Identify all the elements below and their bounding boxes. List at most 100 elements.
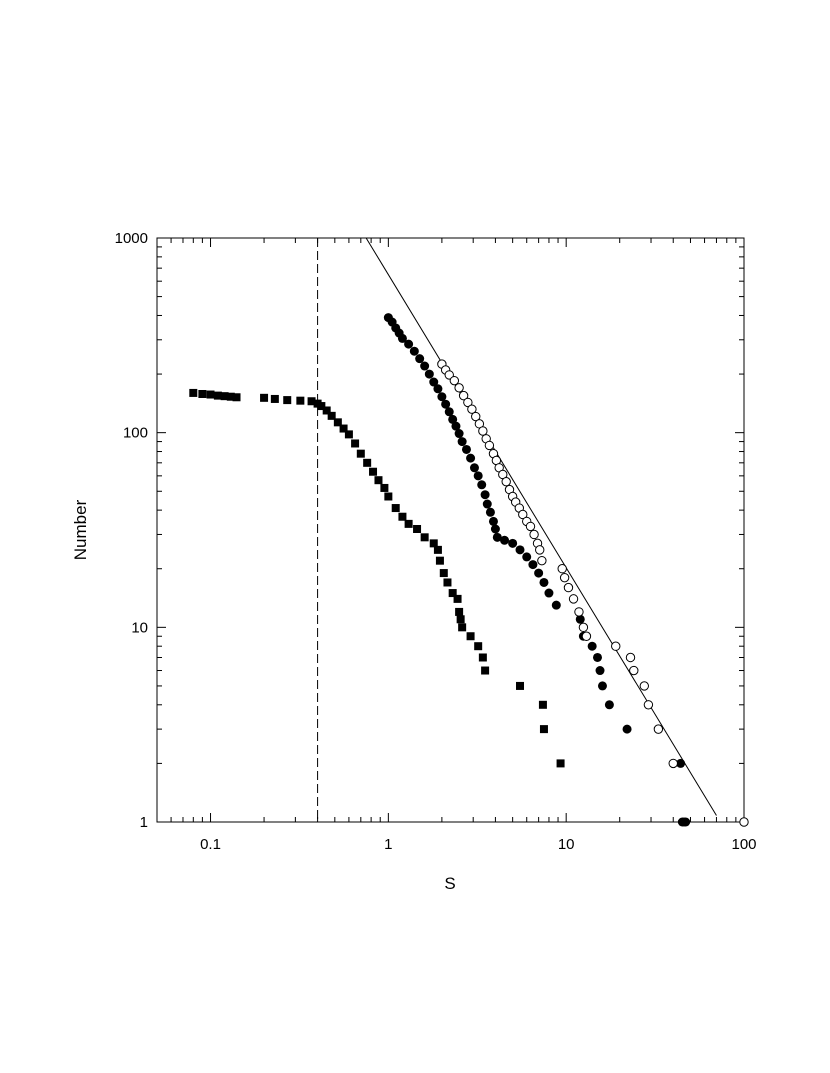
filled-circle-point — [404, 339, 414, 349]
square-point — [478, 653, 487, 662]
square-point — [344, 430, 353, 439]
filled-circle-point — [676, 758, 686, 768]
open-circle-point — [501, 476, 511, 487]
filled-circle-point — [592, 652, 602, 662]
data-marks — [189, 313, 749, 827]
filled-circle-point — [473, 471, 483, 481]
filled-circle-point — [469, 463, 479, 473]
filled-circle-point — [415, 354, 425, 364]
square-point — [384, 492, 393, 501]
square-point — [458, 623, 467, 632]
filled-circle-point — [681, 817, 691, 827]
open-circle-point — [471, 411, 481, 422]
square-point — [198, 389, 207, 398]
open-circle-point — [454, 383, 464, 393]
square-point — [374, 476, 383, 485]
square-point — [283, 396, 292, 405]
filled-circle-point — [595, 666, 605, 676]
filled-circle-point — [444, 407, 454, 417]
filled-circle-point — [433, 384, 443, 394]
open-circle-point — [563, 582, 574, 593]
y-tick-label: 1000 — [115, 230, 148, 247]
square-point — [435, 556, 444, 565]
filled-circle-point — [397, 333, 407, 343]
square-point — [453, 594, 462, 603]
open-circle-point — [449, 375, 460, 386]
open-circle-point — [625, 652, 636, 663]
filled-circle-point — [457, 437, 467, 447]
square-point — [420, 533, 429, 542]
square-point — [556, 759, 565, 768]
filled-circle-point — [480, 490, 490, 500]
open-circle-point — [639, 681, 650, 691]
open-circle-point — [629, 665, 639, 676]
square-point — [333, 418, 342, 427]
filled-circle-point — [477, 480, 487, 490]
filled-circle-point — [551, 600, 561, 610]
open-circle-point — [463, 397, 473, 408]
filled-circle-point — [490, 524, 500, 534]
filled-circle-point — [528, 560, 538, 570]
open-circle-point — [578, 622, 589, 633]
open-circle-point — [478, 426, 488, 436]
square-point — [433, 545, 442, 554]
square-point — [474, 642, 483, 651]
open-circle-point — [568, 594, 579, 604]
square-point — [270, 394, 279, 403]
square-point — [363, 458, 372, 467]
open-circle-point — [535, 545, 545, 555]
square-point — [220, 392, 229, 401]
filled-circle-point — [466, 453, 476, 463]
open-circle-point — [559, 572, 570, 583]
square-point — [260, 393, 269, 402]
square-point — [516, 681, 525, 690]
filled-circle-point — [492, 532, 502, 542]
y-tick-label: 100 — [123, 425, 148, 442]
square-point — [317, 402, 326, 411]
square-point — [307, 397, 316, 406]
power-law-fit-line — [365, 237, 717, 816]
square-point — [429, 539, 438, 548]
x-tick-label: 1 — [384, 836, 392, 853]
filled-circle-point — [454, 429, 464, 439]
square-point — [213, 391, 222, 400]
filled-circle-point — [437, 392, 447, 402]
filled-circle-point — [500, 535, 510, 545]
reference-lines — [317, 237, 717, 822]
open-circle-point — [581, 631, 592, 641]
tick-labels: 0.1 1 10 100 1 10 100 1000 — [115, 230, 757, 853]
square-point — [404, 519, 413, 528]
square-point — [456, 615, 465, 624]
filled-circle-point — [544, 588, 554, 598]
square-point — [439, 569, 448, 578]
square-point — [369, 467, 378, 476]
filled-circle-point — [575, 614, 585, 624]
open-circle-point — [529, 529, 539, 540]
square-point — [443, 578, 452, 587]
square-point — [296, 396, 305, 405]
x-axis-label: S — [444, 874, 455, 893]
filled-circle-point — [539, 577, 549, 587]
square-point — [413, 524, 422, 533]
x-tick-label: 100 — [731, 836, 756, 853]
square-point — [380, 483, 389, 492]
plot-frame — [156, 237, 745, 823]
square-point — [322, 406, 331, 415]
filled-circle-point — [448, 414, 458, 424]
filled-circle-point — [485, 507, 495, 517]
square-point — [391, 504, 400, 513]
filled-circle-point — [429, 377, 439, 387]
x-tick-label: 10 — [558, 836, 575, 853]
open-circle-point — [643, 700, 654, 710]
filled-circle-point — [409, 346, 419, 356]
square-point — [327, 411, 336, 420]
open-circle-point — [653, 724, 664, 734]
filled-circle-point — [515, 545, 525, 555]
filled-circle-point — [604, 700, 614, 710]
open-circle-point — [525, 521, 536, 532]
square-point — [481, 666, 490, 675]
square-point — [351, 439, 360, 448]
open-circle-point — [611, 641, 621, 651]
filled-circle-point — [488, 516, 498, 526]
